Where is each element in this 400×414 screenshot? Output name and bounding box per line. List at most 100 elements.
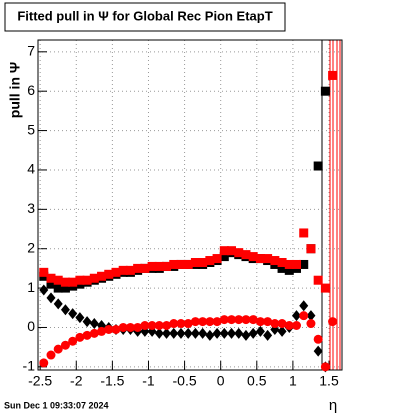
point [111, 324, 121, 334]
point [60, 340, 70, 350]
point [212, 254, 222, 264]
x-tick-label: 0 [217, 373, 225, 389]
point [205, 329, 215, 341]
y-tick-label: 7 [27, 43, 35, 59]
point [227, 327, 237, 339]
point [328, 317, 338, 327]
x-tick-label: 1.5 [319, 373, 339, 389]
point [277, 257, 287, 267]
point [227, 246, 237, 256]
point [306, 244, 316, 254]
point [263, 317, 273, 327]
point [176, 259, 186, 269]
point [68, 277, 78, 287]
point [313, 334, 323, 344]
point [183, 319, 193, 329]
point [46, 292, 56, 304]
point [313, 345, 323, 357]
point [82, 316, 92, 328]
point [277, 263, 287, 273]
point [205, 317, 215, 327]
point [292, 259, 302, 269]
point [82, 330, 92, 340]
point [248, 252, 258, 262]
point [183, 259, 193, 269]
point [306, 310, 316, 322]
point [162, 321, 172, 331]
y-tick-label: 6 [27, 82, 35, 98]
point [75, 312, 85, 324]
point [263, 254, 273, 264]
y-tick-label: -1 [23, 358, 36, 374]
point [248, 315, 258, 325]
point [284, 265, 294, 275]
point [313, 275, 323, 285]
x-tick-label: -1.5 [100, 373, 124, 389]
point [68, 308, 78, 320]
point [60, 304, 70, 316]
point [125, 322, 135, 332]
point [104, 269, 114, 279]
point [89, 273, 99, 283]
point [39, 358, 49, 368]
point [190, 327, 200, 339]
point [205, 256, 215, 266]
point [277, 325, 287, 337]
point [46, 350, 56, 360]
footer-date: Sun Dec 1 09:33:07 2024 [4, 400, 109, 410]
point [97, 271, 107, 281]
point [60, 277, 70, 287]
point [270, 319, 280, 329]
point [277, 319, 287, 329]
x-axis-label: η [329, 397, 337, 414]
point [118, 322, 128, 332]
point [292, 310, 302, 322]
point [46, 279, 56, 289]
point [39, 267, 49, 277]
point [89, 328, 99, 338]
point [292, 321, 302, 331]
point [104, 324, 114, 334]
y-tick-label: 2 [27, 239, 35, 255]
point [219, 252, 229, 262]
point [234, 248, 244, 258]
point [154, 261, 164, 271]
point [46, 273, 56, 283]
point [306, 319, 316, 329]
point [248, 327, 258, 339]
point [125, 265, 135, 275]
point [241, 315, 251, 325]
point [241, 250, 251, 260]
point [147, 261, 157, 271]
point [270, 256, 280, 266]
point [299, 311, 309, 321]
point [227, 315, 237, 325]
point [198, 317, 208, 327]
point [320, 283, 330, 293]
point [154, 327, 164, 339]
point [198, 257, 208, 267]
point [97, 326, 107, 336]
point [133, 322, 143, 332]
point [313, 161, 323, 171]
x-tick-label: 0.5 [247, 373, 267, 389]
plot-frame [37, 39, 343, 371]
point [162, 327, 172, 339]
point [133, 263, 143, 273]
point [320, 86, 330, 96]
x-tick-label: -0.5 [173, 373, 197, 389]
point [212, 317, 222, 327]
point [75, 332, 85, 342]
point [328, 70, 338, 80]
point [53, 283, 63, 293]
point [75, 275, 85, 285]
x-tick-label: -2 [70, 373, 83, 389]
title-box [4, 2, 286, 32]
point [299, 228, 309, 238]
point [241, 329, 251, 341]
point [299, 259, 309, 269]
y-tick-label: 4 [27, 161, 35, 177]
point [255, 325, 265, 337]
point [82, 275, 92, 285]
